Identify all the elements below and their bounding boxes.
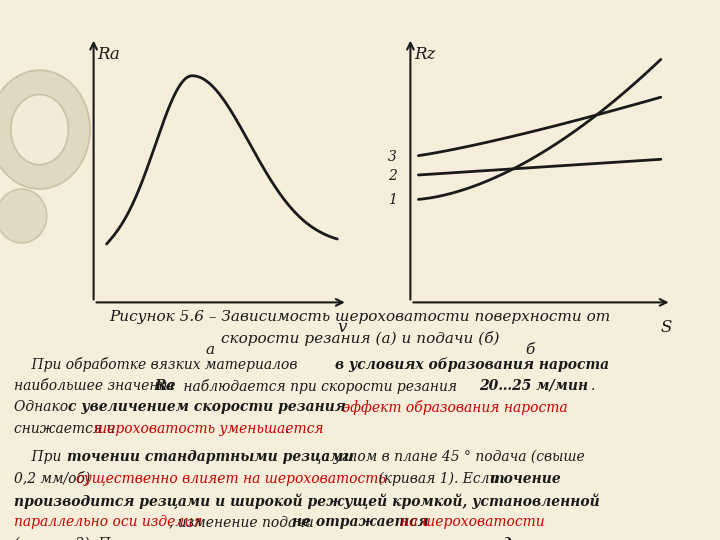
Text: наблюдается при скорости резания: наблюдается при скорости резания (179, 379, 461, 394)
Text: наибольшее значение: наибольшее значение (14, 379, 181, 393)
Text: Rz: Rz (415, 46, 436, 63)
Text: v: v (338, 319, 347, 335)
Text: 20…25 м/мин: 20…25 м/мин (479, 379, 588, 393)
Text: с углом в плане 45 ° подача (свыше: с углом в плане 45 ° подача (свыше (317, 450, 585, 464)
Text: При: При (14, 450, 66, 464)
Text: Ra: Ra (155, 379, 176, 393)
Text: точение: точение (490, 471, 562, 485)
Text: точении стандартными резцами: точении стандартными резцами (67, 450, 354, 464)
Text: производится резцами и широкой режущей кромкой, установленной: производится резцами и широкой режущей к… (14, 493, 600, 509)
Text: снижается и: снижается и (14, 422, 120, 436)
Text: с увеличением скорости резания: с увеличением скорости резания (68, 400, 346, 414)
Text: , изменение подачи: , изменение подачи (169, 515, 318, 529)
Text: Однако: Однако (14, 400, 73, 414)
Text: 3: 3 (388, 150, 397, 164)
Text: а: а (206, 343, 215, 357)
Text: При обработке вязких материалов: При обработке вязких материалов (14, 357, 302, 372)
Text: в условиях образования нароста: в условиях образования нароста (335, 357, 609, 372)
Text: существенно влияет на шероховатость: существенно влияет на шероховатость (76, 471, 385, 485)
Text: Рисунок 5.6 – Зависимость шероховатости поверхности от: Рисунок 5.6 – Зависимость шероховатости … (109, 309, 611, 323)
Text: 0,2 мм/об): 0,2 мм/об) (14, 471, 95, 486)
Text: (кривая 1). Если: (кривая 1). Если (374, 471, 503, 486)
Text: S: S (660, 319, 672, 335)
Text: 1: 1 (388, 193, 397, 207)
Text: .: . (284, 422, 289, 436)
Text: сверлении, зенкеровании, торцовом и цилиндрическом: сверлении, зенкеровании, торцовом и цили… (126, 537, 590, 540)
Text: Ra: Ra (97, 46, 120, 63)
Text: (кривая 2). При: (кривая 2). При (14, 537, 133, 540)
Text: эффект образования нароста: эффект образования нароста (338, 400, 568, 415)
Text: параллельно оси изделия: параллельно оси изделия (14, 515, 203, 529)
Text: .: . (590, 379, 595, 393)
Text: на шероховатости: на шероховатости (396, 515, 544, 529)
Text: скорости резания (а) и подачи (б): скорости резания (а) и подачи (б) (221, 331, 499, 346)
Text: 2: 2 (388, 168, 397, 183)
Text: не отражается: не отражается (292, 515, 428, 529)
Text: шероховатость уменьшается: шероховатость уменьшается (94, 422, 323, 436)
Text: б: б (526, 343, 535, 357)
